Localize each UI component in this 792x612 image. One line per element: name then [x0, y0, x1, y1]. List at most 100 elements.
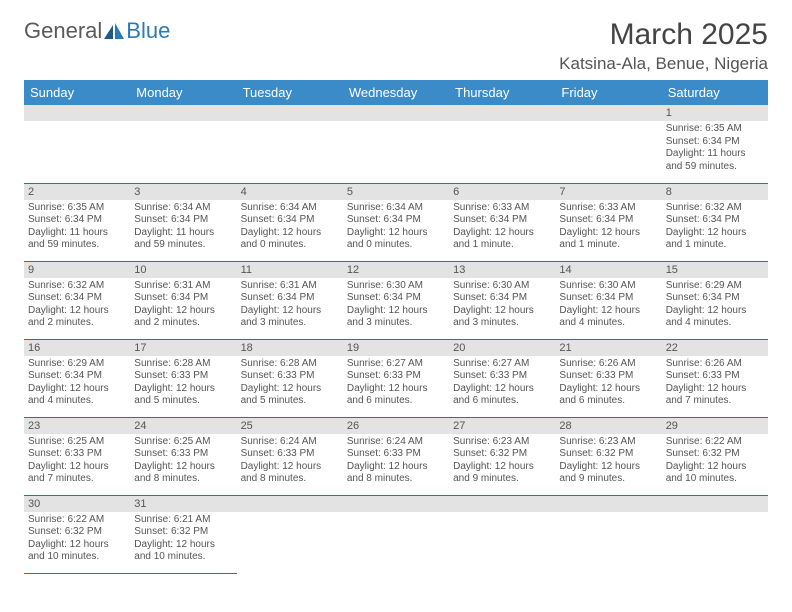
daylight-text: Daylight: 12 hours and 3 minutes.	[241, 305, 339, 330]
sunrise-text: Sunrise: 6:29 AM	[28, 358, 126, 371]
calendar-cell: 22Sunrise: 6:26 AMSunset: 6:33 PMDayligh…	[662, 339, 768, 417]
sunset-text: Sunset: 6:34 PM	[559, 292, 657, 305]
calendar-cell: 10Sunrise: 6:31 AMSunset: 6:34 PMDayligh…	[130, 261, 236, 339]
calendar-cell: 12Sunrise: 6:30 AMSunset: 6:34 PMDayligh…	[343, 261, 449, 339]
day-number: 17	[130, 340, 236, 356]
calendar-week-row: 23Sunrise: 6:25 AMSunset: 6:33 PMDayligh…	[24, 417, 768, 495]
calendar-cell	[449, 105, 555, 183]
day-details: Sunrise: 6:31 AMSunset: 6:34 PMDaylight:…	[130, 278, 236, 333]
day-details	[237, 512, 343, 560]
day-details: Sunrise: 6:27 AMSunset: 6:33 PMDaylight:…	[449, 356, 555, 411]
day-details: Sunrise: 6:34 AMSunset: 6:34 PMDaylight:…	[343, 200, 449, 255]
day-details: Sunrise: 6:32 AMSunset: 6:34 PMDaylight:…	[662, 200, 768, 255]
sunrise-text: Sunrise: 6:24 AM	[241, 436, 339, 449]
sunset-text: Sunset: 6:34 PM	[28, 370, 126, 383]
weekday-header-row: Sunday Monday Tuesday Wednesday Thursday…	[24, 80, 768, 105]
daylight-text: Daylight: 12 hours and 3 minutes.	[347, 305, 445, 330]
sunset-text: Sunset: 6:33 PM	[134, 370, 232, 383]
calendar-week-row: 1Sunrise: 6:35 AMSunset: 6:34 PMDaylight…	[24, 105, 768, 183]
sunset-text: Sunset: 6:33 PM	[241, 448, 339, 461]
calendar-body: 1Sunrise: 6:35 AMSunset: 6:34 PMDaylight…	[24, 105, 768, 573]
logo-text-blue: Blue	[126, 18, 170, 44]
day-number: 23	[24, 418, 130, 434]
daylight-text: Daylight: 12 hours and 2 minutes.	[134, 305, 232, 330]
daylight-text: Daylight: 12 hours and 10 minutes.	[666, 461, 764, 486]
day-details: Sunrise: 6:23 AMSunset: 6:32 PMDaylight:…	[555, 434, 661, 489]
logo-text-general: General	[24, 18, 102, 44]
calendar-cell: 18Sunrise: 6:28 AMSunset: 6:33 PMDayligh…	[237, 339, 343, 417]
daylight-text: Daylight: 12 hours and 6 minutes.	[347, 383, 445, 408]
sunset-text: Sunset: 6:34 PM	[666, 136, 764, 149]
sunrise-text: Sunrise: 6:23 AM	[453, 436, 551, 449]
sunrise-text: Sunrise: 6:33 AM	[559, 202, 657, 215]
sunset-text: Sunset: 6:34 PM	[28, 292, 126, 305]
sunrise-text: Sunrise: 6:25 AM	[28, 436, 126, 449]
calendar-week-row: 16Sunrise: 6:29 AMSunset: 6:34 PMDayligh…	[24, 339, 768, 417]
sunset-text: Sunset: 6:34 PM	[666, 214, 764, 227]
day-details: Sunrise: 6:35 AMSunset: 6:34 PMDaylight:…	[662, 121, 768, 176]
day-number	[130, 105, 236, 121]
calendar-cell: 11Sunrise: 6:31 AMSunset: 6:34 PMDayligh…	[237, 261, 343, 339]
day-number	[237, 496, 343, 512]
day-number	[555, 496, 661, 512]
sunrise-text: Sunrise: 6:24 AM	[347, 436, 445, 449]
sunset-text: Sunset: 6:32 PM	[559, 448, 657, 461]
day-details: Sunrise: 6:28 AMSunset: 6:33 PMDaylight:…	[130, 356, 236, 411]
calendar-cell: 15Sunrise: 6:29 AMSunset: 6:34 PMDayligh…	[662, 261, 768, 339]
sunrise-text: Sunrise: 6:30 AM	[347, 280, 445, 293]
sunrise-text: Sunrise: 6:27 AM	[453, 358, 551, 371]
daylight-text: Daylight: 12 hours and 7 minutes.	[666, 383, 764, 408]
day-number: 3	[130, 184, 236, 200]
sunset-text: Sunset: 6:32 PM	[28, 526, 126, 539]
day-details: Sunrise: 6:24 AMSunset: 6:33 PMDaylight:…	[343, 434, 449, 489]
col-tuesday: Tuesday	[237, 80, 343, 105]
logo-sail-icon	[104, 23, 124, 39]
sunrise-text: Sunrise: 6:30 AM	[559, 280, 657, 293]
day-number: 25	[237, 418, 343, 434]
sunrise-text: Sunrise: 6:34 AM	[134, 202, 232, 215]
daylight-text: Daylight: 12 hours and 6 minutes.	[453, 383, 551, 408]
sunrise-text: Sunrise: 6:25 AM	[134, 436, 232, 449]
col-monday: Monday	[130, 80, 236, 105]
calendar-cell: 14Sunrise: 6:30 AMSunset: 6:34 PMDayligh…	[555, 261, 661, 339]
daylight-text: Daylight: 12 hours and 1 minute.	[559, 227, 657, 252]
sunset-text: Sunset: 6:33 PM	[241, 370, 339, 383]
day-number: 22	[662, 340, 768, 356]
calendar-cell	[130, 105, 236, 183]
daylight-text: Daylight: 12 hours and 5 minutes.	[241, 383, 339, 408]
calendar-week-row: 9Sunrise: 6:32 AMSunset: 6:34 PMDaylight…	[24, 261, 768, 339]
day-number: 12	[343, 262, 449, 278]
day-details: Sunrise: 6:29 AMSunset: 6:34 PMDaylight:…	[662, 278, 768, 333]
month-title: March 2025	[559, 18, 768, 52]
col-thursday: Thursday	[449, 80, 555, 105]
day-details	[343, 121, 449, 169]
day-number: 30	[24, 496, 130, 512]
calendar-cell	[555, 105, 661, 183]
col-saturday: Saturday	[662, 80, 768, 105]
daylight-text: Daylight: 12 hours and 3 minutes.	[453, 305, 551, 330]
sunset-text: Sunset: 6:34 PM	[453, 292, 551, 305]
day-details	[130, 121, 236, 169]
day-number	[555, 105, 661, 121]
day-details: Sunrise: 6:32 AMSunset: 6:34 PMDaylight:…	[24, 278, 130, 333]
sunrise-text: Sunrise: 6:28 AM	[134, 358, 232, 371]
calendar-cell	[237, 105, 343, 183]
sunset-text: Sunset: 6:34 PM	[241, 292, 339, 305]
calendar-cell: 7Sunrise: 6:33 AMSunset: 6:34 PMDaylight…	[555, 183, 661, 261]
day-number	[343, 105, 449, 121]
day-details: Sunrise: 6:33 AMSunset: 6:34 PMDaylight:…	[555, 200, 661, 255]
day-number: 5	[343, 184, 449, 200]
daylight-text: Daylight: 12 hours and 4 minutes.	[559, 305, 657, 330]
day-number: 19	[343, 340, 449, 356]
sunrise-text: Sunrise: 6:28 AM	[241, 358, 339, 371]
sunrise-text: Sunrise: 6:31 AM	[134, 280, 232, 293]
calendar-cell: 25Sunrise: 6:24 AMSunset: 6:33 PMDayligh…	[237, 417, 343, 495]
day-details: Sunrise: 6:25 AMSunset: 6:33 PMDaylight:…	[130, 434, 236, 489]
day-details: Sunrise: 6:30 AMSunset: 6:34 PMDaylight:…	[343, 278, 449, 333]
day-details: Sunrise: 6:22 AMSunset: 6:32 PMDaylight:…	[662, 434, 768, 489]
daylight-text: Daylight: 12 hours and 5 minutes.	[134, 383, 232, 408]
calendar-cell: 24Sunrise: 6:25 AMSunset: 6:33 PMDayligh…	[130, 417, 236, 495]
calendar-cell: 20Sunrise: 6:27 AMSunset: 6:33 PMDayligh…	[449, 339, 555, 417]
day-number: 26	[343, 418, 449, 434]
daylight-text: Daylight: 12 hours and 10 minutes.	[134, 539, 232, 564]
